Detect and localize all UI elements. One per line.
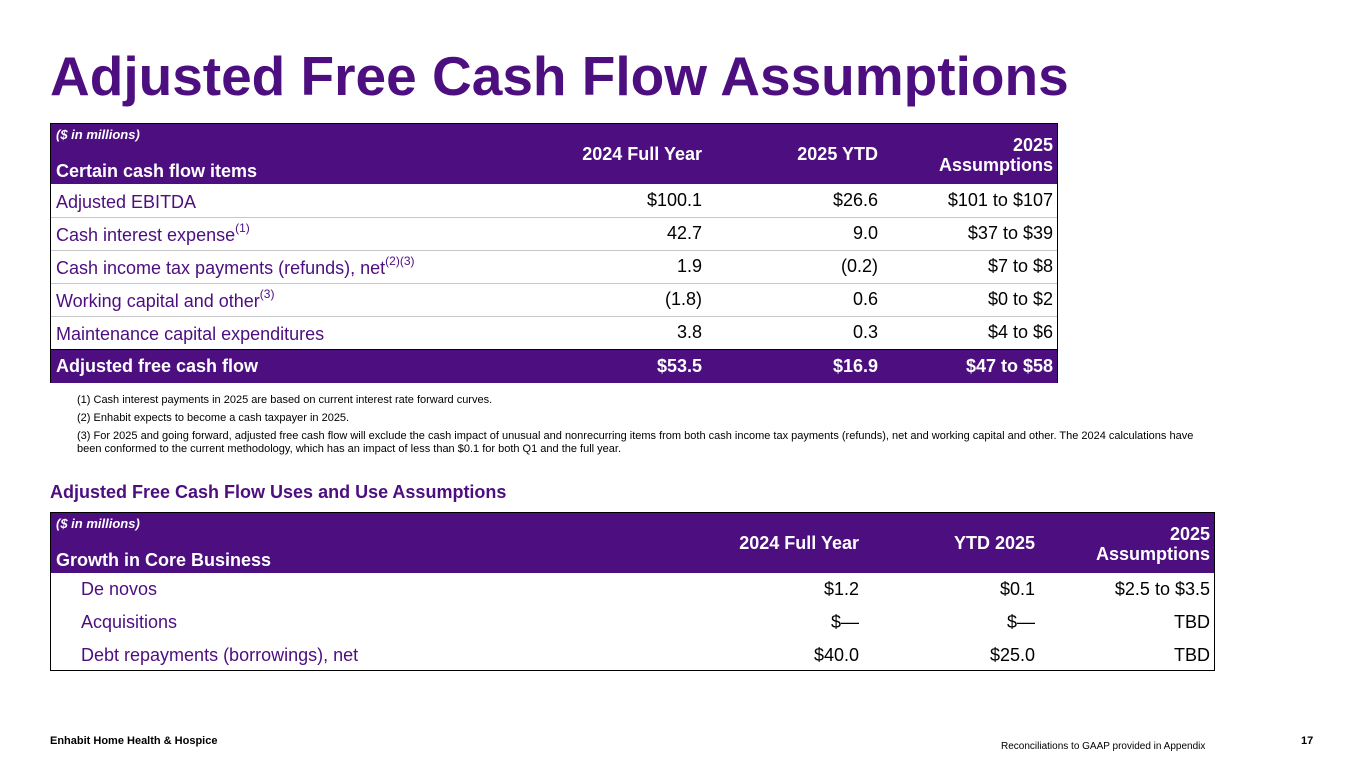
row-label: Adjusted EBITDA bbox=[56, 192, 197, 212]
row-label: Maintenance capital expenditures bbox=[56, 324, 325, 344]
footer-note: Reconciliations to GAAP provided in Appe… bbox=[1001, 741, 1206, 752]
uses-assumptions-table: ($ in millions) Growth in Core Business … bbox=[50, 512, 1215, 671]
row-label: Acquisitions bbox=[81, 612, 178, 632]
total-row: Adjusted free cash flow $53.5 $16.9 $47 … bbox=[51, 350, 1057, 383]
value-2025-assumption: TBD bbox=[1174, 612, 1210, 632]
value-2024: $100.1 bbox=[646, 190, 702, 210]
row-label: Debt repayments (borrowings), net bbox=[81, 645, 359, 665]
column-header-2025-ytd: 2025 YTD bbox=[797, 144, 878, 164]
section-subtitle: Adjusted Free Cash Flow Uses and Use Ass… bbox=[50, 482, 507, 502]
footnote-ref: (1) bbox=[235, 221, 250, 235]
cash-flow-items-table: ($ in millions) Certain cash flow items … bbox=[50, 123, 1058, 383]
value-2025-ytd: 0.3 bbox=[852, 322, 878, 342]
column-header-2024: 2024 Full Year bbox=[582, 144, 702, 164]
page-title: Adjusted Free Cash Flow Assumptions bbox=[50, 45, 1069, 107]
value-2024: $— bbox=[830, 612, 859, 632]
value-2024: 42.7 bbox=[666, 223, 702, 243]
total-label: Adjusted free cash flow bbox=[56, 356, 259, 376]
value-2025-ytd: $26.6 bbox=[832, 190, 878, 210]
value-2025-assumption: $0 to $2 bbox=[987, 289, 1053, 309]
column-header-2025-year: 2025 bbox=[1169, 524, 1210, 544]
value-ytd-2025: $0.1 bbox=[999, 579, 1035, 599]
total-2024: $53.5 bbox=[656, 356, 702, 376]
page-number: 17 bbox=[1301, 735, 1314, 747]
table-row: Debt repayments (borrowings), net $40.0 … bbox=[51, 639, 1214, 672]
column-header-ytd-2025: YTD 2025 bbox=[953, 533, 1035, 553]
table-row: Working capital and other(3) (1.8) 0.6 $… bbox=[51, 283, 1057, 317]
header-label: Certain cash flow items bbox=[56, 161, 258, 181]
footnote-1: (1) Cash interest payments in 2025 are b… bbox=[77, 394, 493, 406]
value-2025-assumption: $101 to $107 bbox=[947, 190, 1053, 210]
footnote-2: (2) Enhabit expects to become a cash tax… bbox=[77, 412, 350, 424]
table-row: Cash interest expense(1) 42.7 9.0 $37 to… bbox=[51, 217, 1057, 251]
column-header-assumptions: Assumptions bbox=[1095, 544, 1210, 564]
row-label: De novos bbox=[81, 579, 158, 599]
table-row: Cash income tax payments (refunds), net(… bbox=[51, 250, 1057, 284]
value-2024: 1.9 bbox=[676, 256, 702, 276]
column-header-2024: 2024 Full Year bbox=[739, 533, 859, 553]
value-2025-assumption: $7 to $8 bbox=[987, 256, 1053, 276]
table-row: Acquisitions $— $— TBD bbox=[51, 606, 1214, 639]
footnotes: (1) Cash interest payments in 2025 are b… bbox=[77, 394, 1217, 461]
column-header-assumptions: Assumptions bbox=[938, 155, 1053, 175]
footnote-3: (3) For 2025 and going forward, adjusted… bbox=[77, 430, 1194, 455]
value-2024: (1.8) bbox=[664, 289, 702, 309]
value-2025-ytd: 0.6 bbox=[852, 289, 878, 309]
total-2025-ytd: $16.9 bbox=[832, 356, 878, 376]
table-header: ($ in millions) Growth in Core Business … bbox=[51, 513, 1214, 573]
value-2025-assumption: $37 to $39 bbox=[967, 223, 1053, 243]
footnote-ref: (3) bbox=[259, 287, 275, 301]
table-row: Maintenance capital expenditures 3.8 0.3… bbox=[51, 316, 1057, 350]
footnote-ref: (2)(3) bbox=[385, 254, 415, 268]
value-2025-ytd: (0.2) bbox=[840, 256, 878, 276]
company-name: Enhabit Home Health & Hospice bbox=[50, 735, 218, 747]
value-2025-assumption: $2.5 to $3.5 bbox=[1114, 579, 1210, 599]
value-ytd-2025: $— bbox=[1006, 612, 1035, 632]
value-ytd-2025: $25.0 bbox=[989, 645, 1035, 665]
unit-note: ($ in millions) bbox=[56, 127, 140, 142]
row-label: Cash interest expense(1) bbox=[56, 221, 250, 245]
column-header-2025-year: 2025 bbox=[1012, 135, 1053, 155]
table-row: De novos $1.2 $0.1 $2.5 to $3.5 bbox=[51, 573, 1214, 606]
row-label: Cash income tax payments (refunds), net(… bbox=[56, 254, 415, 278]
total-2025-assumption: $47 to $58 bbox=[965, 356, 1053, 376]
value-2025-assumption: $4 to $6 bbox=[987, 322, 1053, 342]
value-2024: 3.8 bbox=[676, 322, 702, 342]
table-header: ($ in millions) Certain cash flow items … bbox=[51, 124, 1057, 184]
value-2025-assumption: TBD bbox=[1174, 645, 1210, 665]
table-row: Adjusted EBITDA $100.1 $26.6 $101 to $10… bbox=[51, 184, 1057, 218]
unit-note: ($ in millions) bbox=[56, 516, 140, 531]
row-label: Working capital and other(3) bbox=[56, 287, 275, 311]
value-2024: $40.0 bbox=[813, 645, 859, 665]
value-2024: $1.2 bbox=[823, 579, 859, 599]
header-label: Growth in Core Business bbox=[56, 550, 272, 570]
value-2025-ytd: 9.0 bbox=[852, 223, 878, 243]
